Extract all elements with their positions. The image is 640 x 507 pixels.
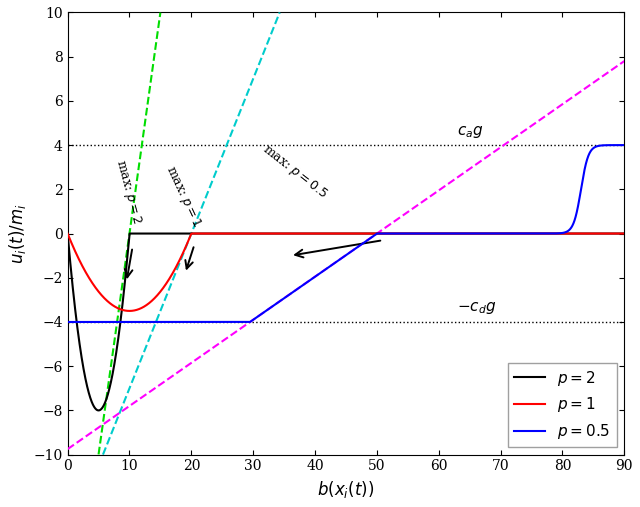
- Y-axis label: $u_i(t)/m_i$: $u_i(t)/m_i$: [7, 203, 28, 264]
- Text: $c_a g$: $c_a g$: [458, 124, 484, 139]
- Text: $-c_d g$: $-c_d g$: [458, 301, 497, 316]
- Text: max: $p = 0.5$: max: $p = 0.5$: [259, 141, 331, 202]
- Text: max: $p = 2$: max: $p = 2$: [111, 158, 144, 226]
- X-axis label: $b(x_i(t))$: $b(x_i(t))$: [317, 479, 374, 500]
- Legend: $p = 2$, $p = 1$, $p = 0.5$: $p = 2$, $p = 1$, $p = 0.5$: [508, 363, 617, 447]
- Text: max: $p = 1$: max: $p = 1$: [162, 163, 204, 231]
